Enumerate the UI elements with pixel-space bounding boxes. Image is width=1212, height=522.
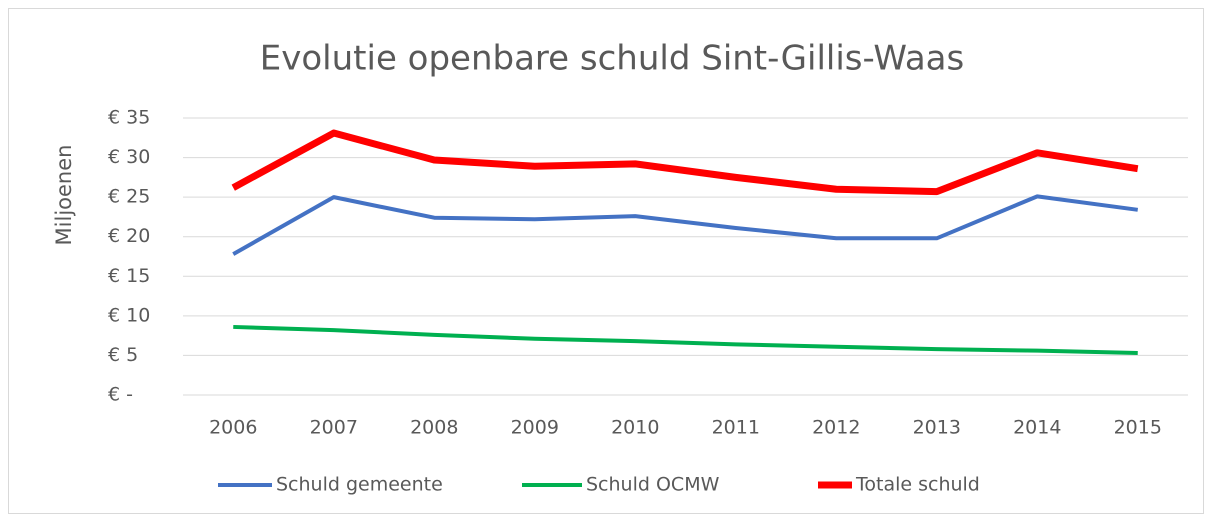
legend-label: Schuld OCMW <box>586 474 720 496</box>
x-tick-label: 2008 <box>410 417 458 439</box>
y-tick-label: € 35 <box>108 107 150 129</box>
y-tick-label: € 30 <box>108 146 150 168</box>
legend-label: Totale schuld <box>855 474 980 496</box>
chart-title: Evolutie openbare schuld Sint-Gillis-Waa… <box>260 39 964 79</box>
x-tick-label: 2015 <box>1114 417 1162 439</box>
y-tick-label: € 10 <box>108 304 150 326</box>
x-tick-label: 2006 <box>209 417 257 439</box>
chart-border <box>8 8 1204 514</box>
y-tick-label: € 25 <box>108 186 150 208</box>
y-axis-label: Miljoenen <box>52 145 76 246</box>
line-series <box>231 129 1139 196</box>
y-tick-label: € 15 <box>108 265 150 287</box>
x-tick-label: 2014 <box>1013 417 1061 439</box>
y-tick-label: € 5 <box>108 344 138 366</box>
line-series <box>233 324 1138 356</box>
x-tick-label: 2013 <box>913 417 961 439</box>
x-tick-label: 2012 <box>812 417 860 439</box>
x-tick-label: 2007 <box>310 417 358 439</box>
y-tick-label: € 20 <box>108 225 150 247</box>
x-tick-label: 2009 <box>511 417 559 439</box>
line-series <box>232 194 1139 256</box>
x-tick-label: 2011 <box>712 417 760 439</box>
y-tick-label: € - <box>108 384 133 406</box>
x-tick-label: 2010 <box>611 417 659 439</box>
legend-label: Schuld gemeente <box>276 474 443 496</box>
